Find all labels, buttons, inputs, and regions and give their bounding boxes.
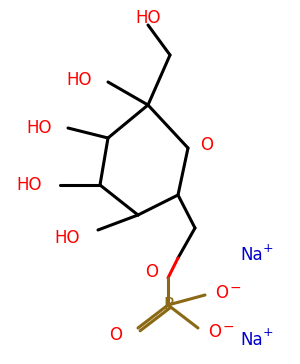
Text: Na: Na — [240, 331, 262, 349]
Text: +: + — [263, 327, 274, 340]
Text: +: + — [263, 241, 274, 254]
Text: P: P — [163, 296, 173, 314]
Text: −: − — [223, 320, 235, 334]
Text: HO: HO — [67, 71, 92, 89]
Text: HO: HO — [16, 176, 42, 194]
Text: O: O — [208, 323, 221, 341]
Text: HO: HO — [55, 229, 80, 247]
Text: HO: HO — [26, 119, 52, 137]
Text: O: O — [200, 136, 213, 154]
Text: O: O — [215, 284, 228, 302]
Text: O: O — [109, 326, 122, 344]
Text: −: − — [230, 281, 242, 295]
Text: Na: Na — [240, 246, 262, 264]
Text: O: O — [145, 263, 158, 281]
Text: HO: HO — [135, 9, 161, 27]
